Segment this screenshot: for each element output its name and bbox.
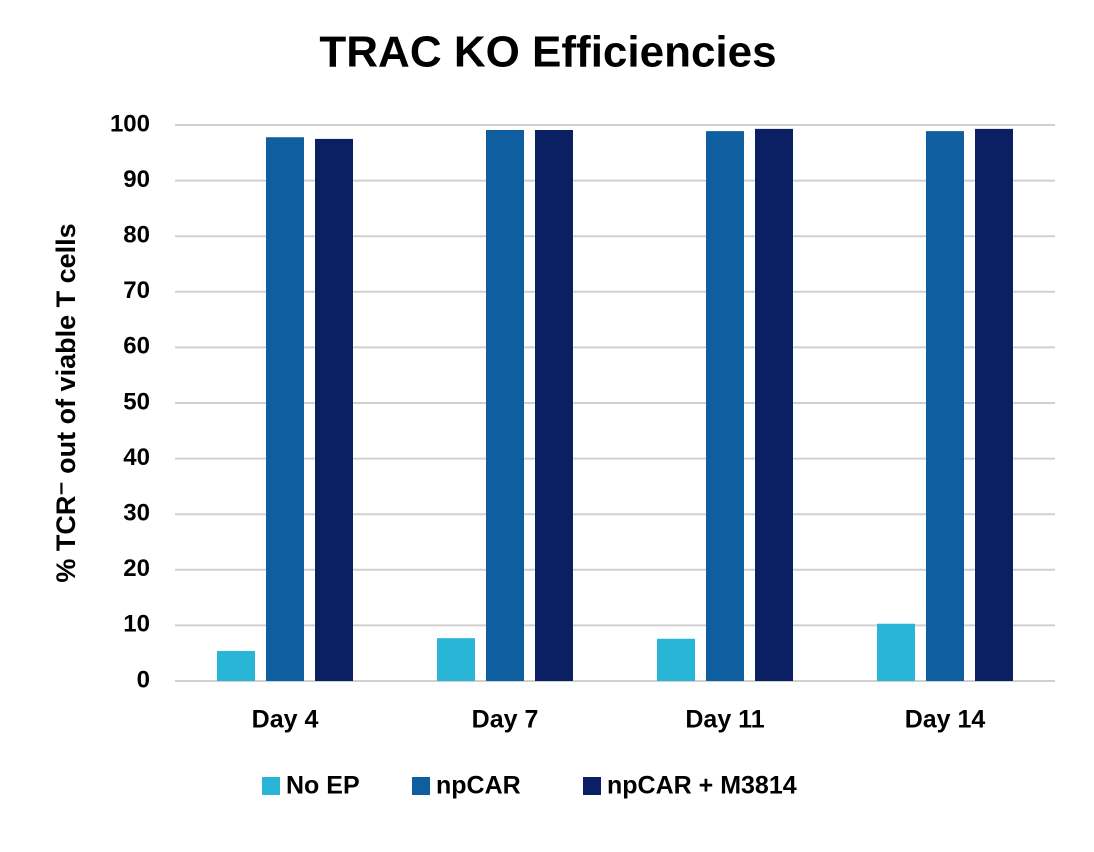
legend-label: No EP — [286, 772, 360, 800]
bar — [755, 128, 793, 682]
legend-label: npCAR + M3814 — [607, 772, 797, 800]
legend-swatch — [262, 777, 280, 795]
bar — [437, 638, 475, 681]
bar — [657, 638, 695, 681]
y-tick-label: 0 — [137, 666, 150, 693]
y-tick-label: 50 — [123, 388, 150, 415]
x-tick-label: Day 11 — [685, 706, 764, 734]
bar — [266, 137, 304, 681]
y-tick-label: 20 — [123, 555, 150, 582]
y-tick-label: 80 — [123, 222, 150, 249]
y-tick-label: 90 — [123, 166, 150, 193]
legend-label: npCAR — [436, 772, 521, 800]
y-tick-label: 40 — [123, 444, 150, 471]
y-tick-label: 30 — [123, 500, 150, 527]
x-tick-label: Day 4 — [252, 706, 319, 734]
bar — [535, 130, 573, 681]
legend-swatch — [583, 777, 601, 795]
y-tick-label: 100 — [110, 110, 150, 137]
y-axis-label: % TCR⁻ out of viable T cells — [51, 223, 81, 582]
bar — [706, 131, 744, 682]
y-tick-label: 70 — [123, 277, 150, 304]
y-tick-label: 60 — [123, 333, 150, 360]
y-tick-label: 10 — [123, 611, 150, 638]
legend-swatch — [412, 777, 430, 795]
bar — [975, 128, 1013, 682]
bar — [486, 130, 524, 681]
bar — [315, 138, 353, 681]
x-tick-label: Day 7 — [472, 706, 539, 734]
bar — [926, 131, 964, 682]
bar — [217, 650, 255, 681]
chart-title: TRAC KO Efficiencies — [319, 28, 776, 77]
x-tick-label: Day 14 — [905, 706, 986, 734]
bar — [877, 623, 915, 681]
